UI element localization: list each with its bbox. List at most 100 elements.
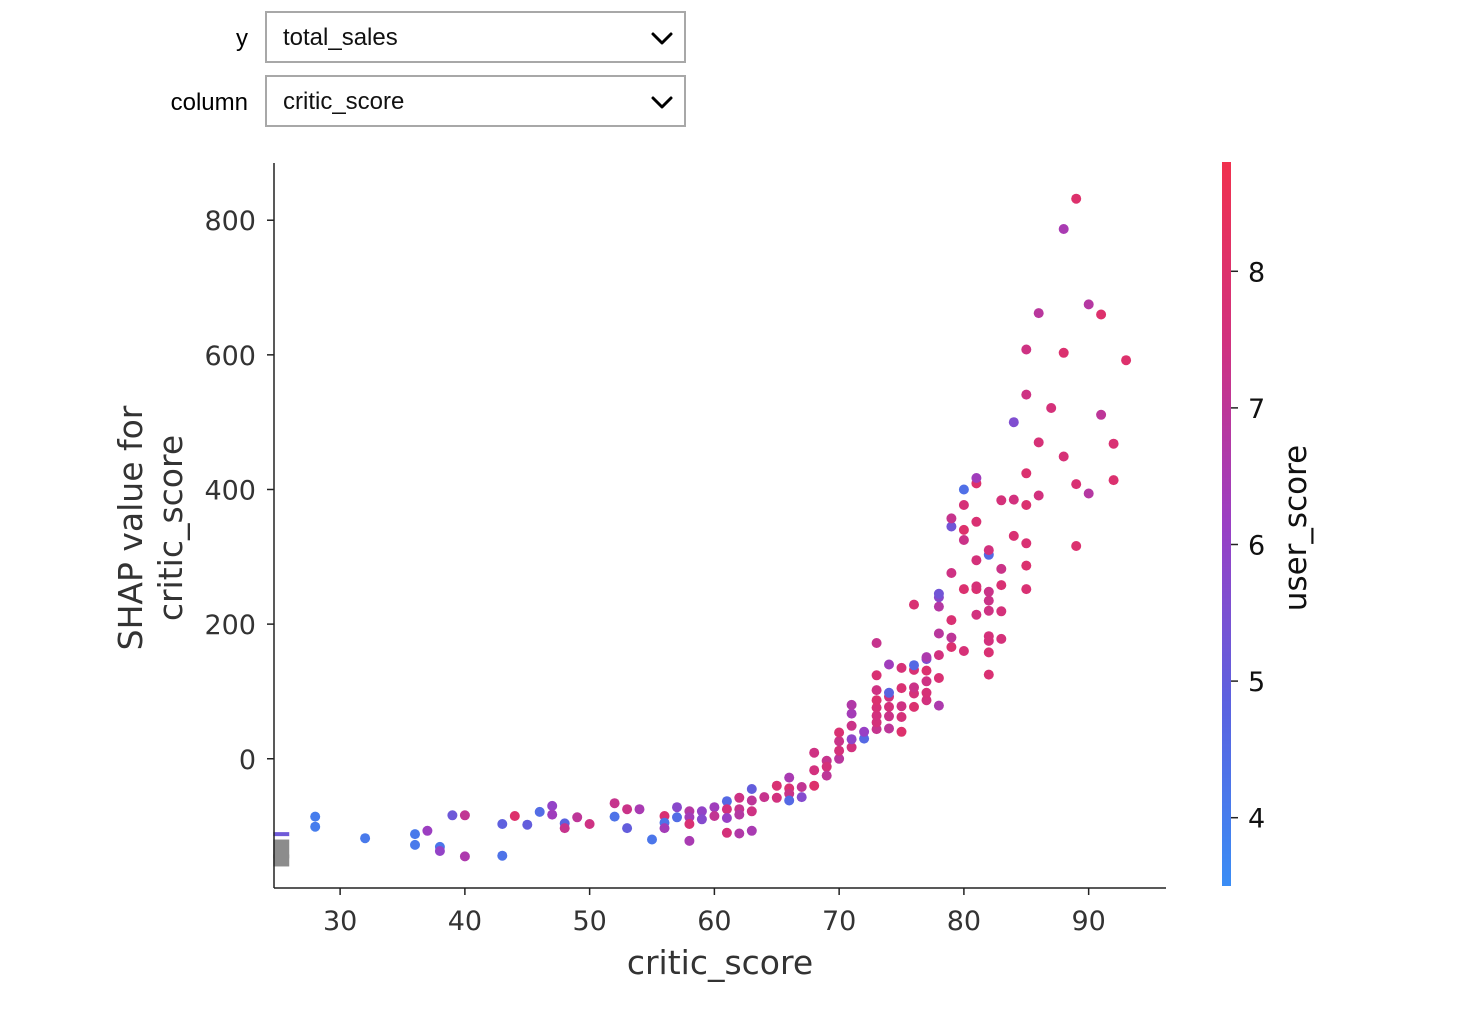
scatter-point [933,700,944,711]
column-select-value: critic_score [283,88,405,115]
scatter-point [709,802,720,813]
colorbar-ticks: 4 5 6 7 8 [1231,257,1265,835]
scatter-point [721,796,732,807]
scatter-point [1021,560,1032,571]
scatter-point [497,819,508,829]
scatter-point [983,595,994,606]
scatter-point [846,720,857,731]
chevron-down-icon [651,32,673,45]
scatter-point [672,812,682,823]
scatter-point [971,555,982,566]
x-tick-label: 30 [323,906,357,937]
scatter-point [958,500,969,510]
column-select-label: column [170,89,248,116]
scatter-point [971,473,982,483]
scatter-point [1096,309,1107,320]
scatter-point [1008,417,1019,428]
y-select[interactable]: total_sales [265,11,686,63]
scatter-point [584,819,595,829]
scatter-point [622,804,633,815]
y-tick-label: 800 [204,206,256,237]
scatter-point [721,827,732,838]
scatter-point [572,812,583,823]
scatter-point [1058,224,1069,234]
scatter-point [871,702,882,713]
scatter-point [1033,437,1044,448]
scatter-point [971,516,982,527]
scatter-point [983,586,994,597]
scatter-point [509,811,520,821]
tick-labels: 30 40 50 60 70 80 90 0 200 400 600 800 [204,206,1105,937]
scatter-point [958,584,969,595]
y-tick-label: 0 [239,745,256,776]
scatter-point [1008,530,1019,541]
colorbar-label: user_score [1278,445,1314,611]
scatter-point [746,825,757,836]
scatter-point [709,811,720,821]
scatter-point [971,581,982,592]
scatter-point [958,535,969,545]
scatter-point [884,723,894,734]
scatter-point [909,701,919,712]
scatter-point [996,633,1007,644]
x-axis-label: critic_score [627,943,813,982]
scatter-point [871,638,882,648]
scatter-point [759,792,770,803]
scatter-point [1071,193,1082,204]
scatter-point [360,833,371,844]
scatter-point [734,828,745,839]
scatter-point [871,695,882,706]
scatter-point [946,513,957,524]
column-control-row: column critic_score [0,75,700,131]
scatter-point [1021,389,1032,400]
column-select[interactable]: critic_score [265,75,686,127]
scatter-point [659,823,670,834]
scatter-point [983,605,994,616]
scatter-point [946,568,957,578]
scatter-point [933,628,944,639]
y-select-value: total_sales [283,24,398,51]
scatter-point [422,825,433,836]
scatter-point [634,804,645,815]
scatter-point [1058,451,1069,462]
scatter-point [834,753,845,764]
scatter-point [933,673,944,683]
scatter-point [933,650,944,661]
y-select-label: y [236,25,248,52]
scatter-point [983,631,994,642]
scatter-point [1071,479,1082,490]
axes [273,163,1166,889]
scatter-point [796,792,807,803]
scatter-point [1108,438,1119,449]
scatter-point [771,792,782,803]
y-axis-label-line1: SHAP value for [111,405,150,650]
x-tick-label: 40 [448,906,482,937]
y-tick-label: 600 [204,341,256,372]
scatter-point [1008,494,1019,505]
scatter-point [859,726,870,737]
scatter-point [884,711,894,722]
scatter-point [1021,468,1032,479]
scatter-point [996,563,1007,574]
y-axis-label-line2: critic_score [151,435,190,621]
scatter-point [1096,409,1107,420]
scatter-point [696,806,707,817]
scatter-point [459,810,470,821]
colorbar-tick-label: 7 [1248,394,1265,425]
scatter-point [958,646,969,656]
scatter-point [559,823,570,834]
scatter-point [884,701,894,712]
scatter-point [809,747,820,758]
scatter-point [410,839,420,850]
scatter-point [796,782,807,792]
scatter-points [310,193,1132,862]
scatter-point [834,745,845,756]
scatter-point [884,659,894,670]
scatter-point [871,710,882,721]
scatter-point [1071,541,1082,551]
scatter-point [896,701,907,712]
scatter-point [946,642,957,652]
scatter-point [746,784,757,794]
scatter-point [809,780,820,791]
scatter-point [896,712,907,722]
